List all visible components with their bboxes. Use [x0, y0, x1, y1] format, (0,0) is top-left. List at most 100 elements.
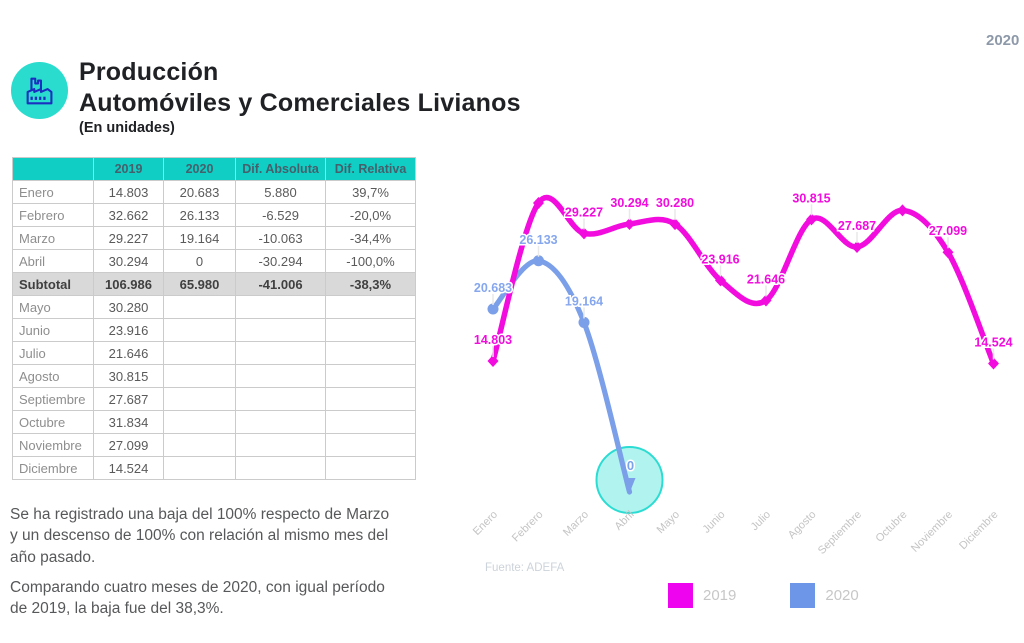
table-row-marzo: Marzo 29.227 19.164 -10.063 -34,4%	[12, 226, 416, 250]
point-marker-2020	[533, 255, 544, 267]
point-marker-2019	[760, 294, 772, 307]
title-units: (En unidades)	[79, 120, 175, 136]
chart-canvas: Enero Febrero Marzo Abril Mayo Junio Julio Agos…	[471, 190, 1014, 557]
point-marker-2019	[851, 241, 863, 254]
cell-value: 26.133	[163, 203, 236, 227]
row-label: Subtotal	[12, 272, 94, 296]
data-label: 27.099	[929, 224, 967, 238]
cell-value: 14.803	[93, 180, 164, 204]
table-row-agosto: Agosto 30.815	[12, 364, 416, 388]
cell-value: -20,0%	[325, 203, 416, 227]
point-marker-2019	[897, 204, 908, 217]
legend-swatch-2020	[790, 583, 816, 608]
data-label: 21.646	[747, 272, 785, 286]
cell-value: -41.006	[235, 272, 326, 296]
cell-value	[163, 433, 236, 457]
title-line-1: Producción	[79, 58, 219, 86]
cell-value	[235, 433, 326, 457]
cell-value: -34,4%	[325, 226, 416, 250]
cell-value: 5.880	[235, 180, 326, 204]
point-marker-2020	[487, 303, 499, 315]
row-label: Octubre	[12, 410, 94, 434]
point-marker-2019	[942, 246, 954, 259]
column-header-Dif. Relativa: Dif. Relativa	[325, 157, 416, 181]
cell-value: 27.687	[93, 387, 164, 411]
x-axis-label: Noviembre	[909, 509, 955, 555]
x-axis-label: Mayo	[655, 509, 683, 537]
cell-value	[163, 295, 236, 319]
production-table: 2019 2020 Dif. Absoluta Dif. Relativa Enero 1…	[12, 157, 416, 480]
point-marker-2019	[578, 227, 590, 240]
point-marker-2019	[487, 355, 499, 368]
series-2020-line	[490, 258, 633, 495]
table-header-row: 2019 2020 Dif. Absoluta Dif. Relativa	[12, 157, 416, 181]
cell-value: 19.164	[163, 226, 236, 250]
row-label: Febrero	[12, 203, 94, 227]
title-line-2: Automóviles y Comerciales Livianos	[79, 88, 521, 117]
cell-value: 30.280	[93, 295, 164, 319]
column-header-Dif. Absoluta: Dif. Absoluta	[235, 157, 326, 181]
cell-value	[325, 410, 416, 434]
cell-value: 27.099	[93, 433, 164, 457]
row-label: Noviembre	[12, 433, 94, 457]
point-marker-2019	[988, 357, 999, 370]
table-row-enero: Enero 14.803 20.683 5.880 39,7%	[12, 180, 416, 204]
point-marker-2019	[624, 217, 635, 230]
table-row-subtotal: Subtotal 106.986 65.980 -41.006 -38,3%	[12, 272, 416, 296]
cell-value	[235, 341, 326, 365]
table-row-septiembre: Septiembre 27.687	[12, 387, 416, 411]
cell-value	[163, 318, 236, 342]
cell-value	[235, 295, 326, 319]
legend-item-2019: 2019	[668, 583, 736, 608]
table-row-noviembre: Noviembre 27.099	[12, 433, 416, 457]
cell-value	[325, 387, 416, 411]
table-row-febrero: Febrero 32.662 26.133 -6.529 -20,0%	[12, 203, 416, 227]
cell-value	[325, 318, 416, 342]
row-label: Mayo	[12, 295, 94, 319]
table-row-mayo: Mayo 30.280	[12, 295, 416, 319]
cell-value: 65.980	[163, 272, 236, 296]
x-axis-label: Julio	[749, 509, 773, 533]
x-axis-label: Febrero	[510, 509, 546, 545]
cell-value: 20.683	[163, 180, 236, 204]
table-row-octubre: Octubre 31.834	[12, 410, 416, 434]
cell-value	[163, 364, 236, 388]
table-row-junio: Junio 23.916	[12, 318, 416, 342]
column-header-2020: 2020	[163, 157, 236, 181]
data-label: 26.133	[519, 233, 557, 247]
data-label: 23.916	[701, 252, 739, 266]
cell-value	[325, 456, 416, 480]
legend-item-2020: 2020	[790, 583, 859, 608]
legend-swatch-2019	[668, 583, 693, 608]
cell-value: 31.834	[93, 410, 164, 434]
year-badge: 2020	[986, 32, 1020, 49]
x-axis-label: Junio	[701, 509, 728, 536]
table-row-diciembre: Diciembre 14.524	[12, 456, 416, 480]
cell-value: -38,3%	[325, 272, 416, 296]
table-row-julio: Julio 21.646	[12, 341, 416, 365]
row-label: Abril	[12, 249, 94, 273]
point-marker-2019	[715, 274, 726, 287]
cell-value: -30.294	[235, 249, 326, 273]
cell-value: -6.529	[235, 203, 326, 227]
series-2020-arrow-tip	[623, 478, 636, 493]
x-axis-label: Octubre	[873, 509, 909, 545]
data-label: 27.687	[838, 219, 876, 233]
data-label: 14.524	[974, 335, 1012, 349]
data-label: 19.164	[565, 294, 603, 308]
x-axis-label: Diciembre	[957, 509, 1000, 552]
cell-value	[235, 318, 326, 342]
cell-value: 21.646	[93, 341, 164, 365]
cell-value: 30.294	[93, 249, 164, 273]
cell-value: 30.815	[93, 364, 164, 388]
table-row-abril: Abril 30.294 0 -30.294 -100,0%	[12, 249, 416, 273]
cell-value	[325, 364, 416, 388]
data-label: 30.280	[656, 196, 694, 210]
series-2019-line	[490, 194, 997, 367]
point-marker-2019	[533, 196, 544, 209]
cell-value	[235, 410, 326, 434]
data-label: 20.683	[474, 281, 512, 295]
cell-value	[163, 341, 236, 365]
data-label: 29.227	[565, 205, 603, 219]
